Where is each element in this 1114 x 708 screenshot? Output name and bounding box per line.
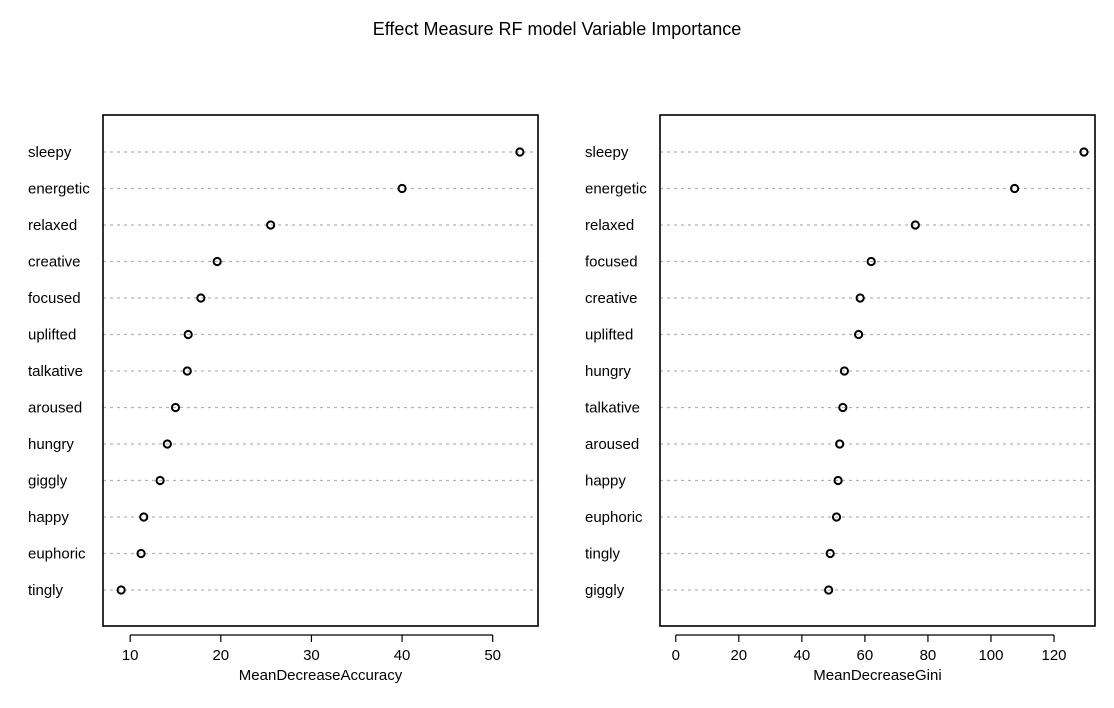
data-point bbox=[1079, 147, 1089, 157]
category-label: sleepy bbox=[28, 144, 72, 161]
data-point bbox=[866, 256, 876, 267]
category-label: hungry bbox=[28, 436, 74, 453]
x-tick-label: 50 bbox=[484, 647, 501, 664]
category-label: uplifted bbox=[28, 327, 76, 344]
data-point bbox=[824, 585, 834, 595]
data-point bbox=[1010, 183, 1020, 194]
x-tick-label: 40 bbox=[794, 647, 811, 664]
x-tick-label: 100 bbox=[978, 647, 1003, 664]
category-label: happy bbox=[28, 509, 69, 526]
x-tick-label: 0 bbox=[672, 647, 680, 664]
x-tick-label: 40 bbox=[394, 647, 411, 664]
category-label: energetic bbox=[585, 181, 647, 198]
category-label: euphoric bbox=[585, 509, 643, 526]
category-label: happy bbox=[585, 473, 626, 490]
category-label: energetic bbox=[28, 181, 90, 198]
category-label: hungry bbox=[585, 363, 631, 380]
category-label: aroused bbox=[28, 400, 82, 417]
category-label: relaxed bbox=[585, 217, 634, 234]
data-point bbox=[155, 475, 165, 486]
category-label: focused bbox=[28, 290, 81, 307]
panel-accuracy: sleepy energetic relaxed creative focused upl… bbox=[28, 114, 539, 684]
data-point bbox=[838, 402, 848, 413]
data-point bbox=[266, 220, 276, 230]
x-axis-label: MeanDecreaseAccuracy bbox=[239, 667, 403, 684]
data-point bbox=[182, 366, 192, 376]
plot-frame bbox=[102, 114, 539, 627]
data-point bbox=[835, 439, 845, 449]
category-label: creative bbox=[28, 254, 81, 271]
category-label: tingly bbox=[585, 546, 621, 563]
category-label: aroused bbox=[585, 436, 639, 453]
data-point bbox=[183, 329, 193, 340]
x-tick-label: 120 bbox=[1042, 647, 1067, 664]
category-label: uplifted bbox=[585, 327, 633, 344]
x-tick-label: 30 bbox=[303, 647, 320, 664]
x-tick-label: 20 bbox=[730, 647, 747, 664]
data-point bbox=[397, 183, 407, 194]
data-point bbox=[212, 256, 222, 267]
x-axis-label: MeanDecreaseGini bbox=[813, 667, 941, 684]
data-point bbox=[116, 585, 126, 595]
plot-frame bbox=[659, 114, 1096, 627]
data-point bbox=[833, 475, 843, 486]
data-point bbox=[515, 147, 525, 157]
category-label: giggly bbox=[585, 582, 625, 599]
data-point bbox=[170, 402, 181, 413]
x-tick-label: 10 bbox=[122, 647, 139, 664]
data-point bbox=[136, 548, 146, 559]
data-point bbox=[139, 512, 149, 522]
category-label: talkative bbox=[28, 363, 83, 380]
data-point bbox=[910, 220, 920, 230]
data-point bbox=[831, 512, 842, 522]
category-label: sleepy bbox=[585, 144, 629, 161]
category-label: relaxed bbox=[28, 217, 77, 234]
data-point bbox=[855, 293, 865, 303]
category-label: giggly bbox=[28, 473, 68, 490]
data-point bbox=[839, 366, 850, 376]
data-point bbox=[196, 293, 206, 303]
data-point bbox=[825, 548, 835, 559]
category-label: focused bbox=[585, 254, 638, 271]
chart-title: Effect Measure RF model Variable Importa… bbox=[373, 19, 742, 39]
category-label: tingly bbox=[28, 582, 64, 599]
x-tick-label: 20 bbox=[212, 647, 229, 664]
x-tick-label: 60 bbox=[857, 647, 874, 664]
x-tick-label: 80 bbox=[920, 647, 937, 664]
category-label: euphoric bbox=[28, 546, 86, 563]
data-point bbox=[162, 439, 172, 449]
data-point bbox=[853, 329, 864, 340]
category-label: talkative bbox=[585, 400, 640, 417]
panel-gini: sleepy energetic relaxed focused creative upl… bbox=[585, 114, 1096, 684]
category-label: creative bbox=[585, 290, 638, 307]
